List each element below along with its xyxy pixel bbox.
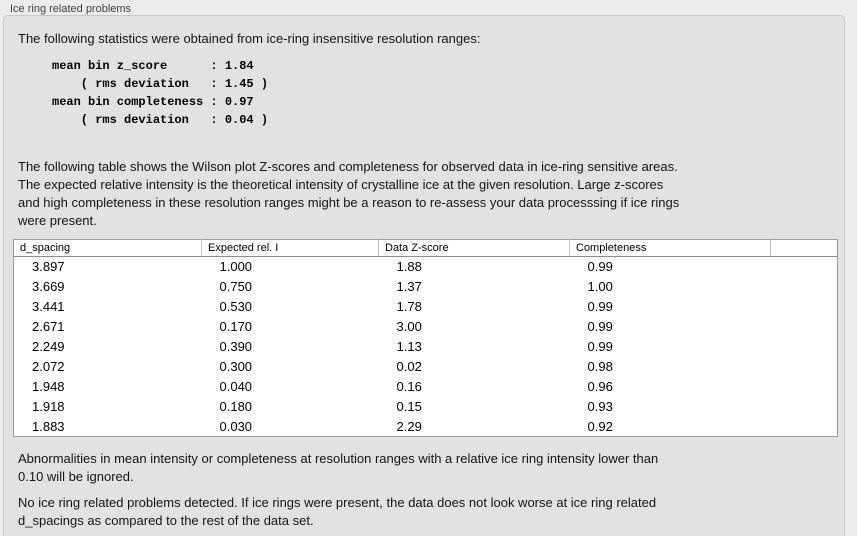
table-description: The following table shows the Wilson plo… [18, 159, 680, 228]
cell-data-z-score: 0.02 [396, 359, 422, 374]
ice-ring-table: d_spacing Expected rel. I Data Z-score C… [13, 239, 838, 437]
cell-completeness: 0.99 [587, 259, 613, 275]
column-header-d-spacing[interactable]: d_spacing [13, 239, 202, 257]
group-title: Ice ring related problems [10, 3, 132, 15]
cell-expected-rel-i: 1.000 [219, 259, 253, 275]
cell-d-spacing: 2.249 [32, 339, 65, 354]
cell-empty [771, 277, 838, 297]
cell-data-z-score: 1.88 [396, 259, 422, 275]
cell-completeness: 1.00 [587, 279, 613, 294]
table-header-row: d_spacing Expected rel. I Data Z-score C… [13, 239, 838, 257]
cell-empty [771, 357, 838, 377]
table-header: d_spacing Expected rel. I Data Z-score C… [13, 239, 838, 257]
cell-expected-rel-i: 0.180 [219, 399, 253, 414]
cell-completeness: 0.99 [587, 299, 613, 314]
cell-d-spacing: 3.669 [32, 279, 65, 294]
cell-data-z-score: 1.78 [396, 299, 422, 314]
cell-completeness: 0.99 [587, 319, 613, 334]
cell-empty [771, 317, 838, 337]
cell-expected-rel-i: 0.030 [219, 418, 253, 434]
cell-empty [771, 257, 838, 277]
cell-expected-rel-i: 0.390 [219, 339, 253, 354]
ice-ring-group-box: The following statistics were obtained f… [3, 15, 845, 536]
conclusion-text: No ice ring related problems detected. I… [18, 495, 657, 528]
cell-empty [771, 337, 838, 357]
table-row[interactable]: 1.883 0.030 2.29 0.92 [14, 417, 838, 437]
stats-block: mean bin z_score : 1.84 ( rms deviation … [52, 59, 269, 127]
cell-expected-rel-i: 0.170 [219, 319, 253, 334]
cell-expected-rel-i: 0.750 [219, 279, 253, 294]
intro-text: The following statistics were obtained f… [18, 31, 481, 46]
ignore-note: Abnormalities in mean intensity or compl… [18, 451, 659, 484]
table-body: 3.897 1.000 1.88 0.99 3.669 0.750 1.37 1… [14, 257, 838, 437]
cell-expected-rel-i: 0.040 [219, 379, 253, 394]
table-row[interactable]: 3.897 1.000 1.88 0.99 [14, 257, 838, 277]
cell-data-z-score: 0.16 [396, 379, 422, 394]
table-row[interactable]: 3.669 0.750 1.37 1.00 [14, 277, 838, 297]
column-header-expected-rel-i[interactable]: Expected rel. I [201, 239, 379, 257]
column-header-completeness[interactable]: Completeness [569, 239, 771, 257]
cell-completeness: 0.92 [587, 418, 613, 434]
column-header-data-z-score[interactable]: Data Z-score [378, 239, 570, 257]
cell-expected-rel-i: 0.300 [219, 359, 253, 374]
cell-expected-rel-i: 0.530 [219, 299, 253, 314]
table-row[interactable]: 2.072 0.300 0.02 0.98 [14, 357, 838, 377]
cell-data-z-score: 2.29 [396, 418, 422, 434]
cell-d-spacing: 2.072 [32, 359, 65, 374]
table-row[interactable]: 1.948 0.040 0.16 0.96 [14, 377, 838, 397]
table-row[interactable]: 1.918 0.180 0.15 0.93 [14, 397, 838, 417]
cell-completeness: 0.99 [587, 339, 613, 354]
cell-empty [771, 417, 838, 437]
cell-data-z-score: 1.37 [396, 279, 422, 294]
cell-d-spacing: 3.441 [32, 299, 65, 314]
table-row[interactable]: 2.671 0.170 3.00 0.99 [14, 317, 838, 337]
cell-completeness: 0.98 [587, 359, 613, 374]
cell-data-z-score: 3.00 [396, 319, 422, 334]
table-row[interactable]: 3.441 0.530 1.78 0.99 [14, 297, 838, 317]
cell-data-z-score: 1.13 [396, 339, 422, 354]
cell-d-spacing: 3.897 [32, 259, 65, 275]
cell-empty [771, 377, 838, 397]
cell-d-spacing: 1.918 [32, 399, 65, 414]
column-header-empty [770, 239, 838, 257]
cell-d-spacing: 2.671 [32, 319, 65, 334]
cell-empty [771, 397, 838, 417]
cell-empty [771, 297, 838, 317]
cell-completeness: 0.93 [587, 399, 613, 414]
table-row[interactable]: 2.249 0.390 1.13 0.99 [14, 337, 838, 357]
cell-data-z-score: 0.15 [396, 399, 422, 414]
cell-completeness: 0.96 [587, 379, 613, 394]
cell-d-spacing: 1.948 [32, 379, 65, 394]
cell-d-spacing: 1.883 [32, 418, 65, 434]
